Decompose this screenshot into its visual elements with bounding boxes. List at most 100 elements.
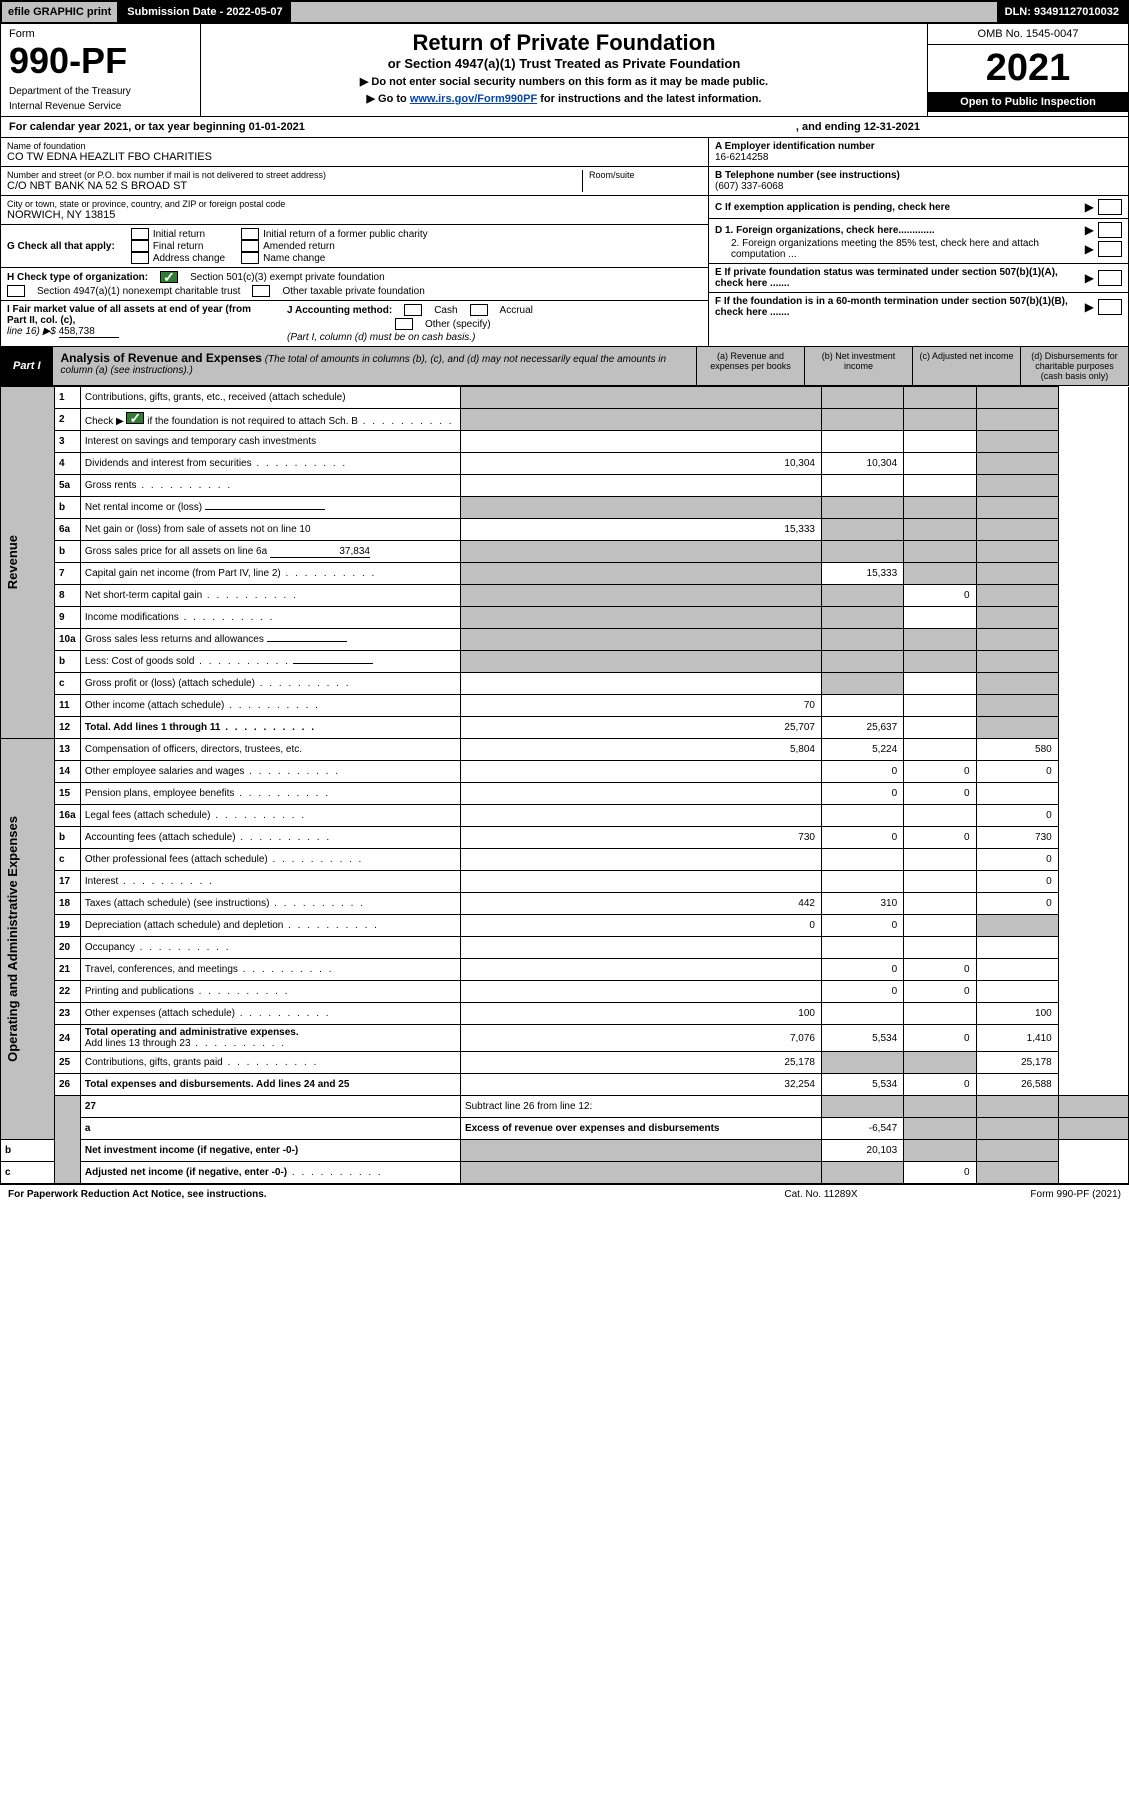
ck-f[interactable] — [1098, 299, 1122, 315]
part1-title: Analysis of Revenue and Expenses — [61, 351, 262, 365]
arrow-icon: ▶ — [1085, 271, 1094, 285]
irs-link[interactable]: www.irs.gov/Form990PF — [410, 93, 537, 105]
ck-4947[interactable] — [7, 285, 25, 297]
row-27c: c Adjusted net income (if negative, enter… — [1, 1162, 1129, 1184]
lineno: 8 — [55, 585, 81, 607]
h-cell: H Check type of organization: Section 50… — [1, 268, 708, 301]
ck-d2[interactable] — [1098, 241, 1122, 257]
row-6a: 6aNet gain or (loss) from sale of assets… — [1, 519, 1129, 541]
row-13: Operating and Administrative Expenses 13… — [1, 739, 1129, 761]
h-501c3: Section 501(c)(3) exempt private foundat… — [190, 272, 385, 283]
note-link: ▶ Go to www.irs.gov/Form990PF for instru… — [207, 92, 921, 105]
val: 0 — [904, 1025, 976, 1052]
desc: Net gain or (loss) from sale of assets n… — [80, 519, 460, 541]
lineno: 13 — [55, 739, 81, 761]
lineno: 24 — [55, 1025, 81, 1052]
desc: Total expenses and disbursements. Add li… — [80, 1074, 460, 1096]
desc: Depreciation (attach schedule) and deple… — [80, 915, 460, 937]
g-cell: G Check all that apply: Initial return F… — [1, 225, 708, 268]
footer: For Paperwork Reduction Act Notice, see … — [0, 1184, 1129, 1204]
val-4b: 10,304 — [821, 453, 903, 475]
f-label: F If the foundation is in a 60-month ter… — [715, 296, 1081, 318]
desc: Legal fees (attach schedule) — [80, 805, 460, 827]
part1-tag: Part I — [1, 347, 53, 385]
row-22: 22Printing and publications00 — [1, 981, 1129, 1003]
ck-final[interactable] — [131, 240, 149, 252]
row-5b: bNet rental income or (loss) — [1, 497, 1129, 519]
val: 5,804 — [460, 739, 821, 761]
ck-other-method[interactable] — [395, 318, 413, 330]
ck-cash[interactable] — [404, 304, 422, 316]
omb-number: OMB No. 1545-0047 — [928, 24, 1128, 45]
d-cell: D 1. Foreign organizations, check here..… — [709, 219, 1128, 264]
lineno: 9 — [55, 607, 81, 629]
row-14: 14Other employee salaries and wages000 — [1, 761, 1129, 783]
h-label: H Check type of organization: — [7, 272, 148, 283]
val: 26,588 — [976, 1074, 1058, 1096]
desc: Adjusted net income (if negative, enter … — [80, 1162, 460, 1184]
desc: Net rental income or (loss) — [80, 497, 460, 519]
a-label: A Employer identification number — [715, 141, 1122, 152]
ck-initial-former[interactable] — [241, 228, 259, 240]
val: 0 — [821, 981, 903, 1003]
ck-d1[interactable] — [1098, 222, 1122, 238]
topbar: efile GRAPHIC print Submission Date - 20… — [0, 0, 1129, 24]
header-center: Return of Private Foundation or Section … — [201, 24, 928, 116]
form-word: Form — [9, 28, 192, 40]
ck-accrual[interactable] — [470, 304, 488, 316]
row-10a: 10aGross sales less returns and allowanc… — [1, 629, 1129, 651]
row-1: Revenue 1Contributions, gifts, grants, e… — [1, 387, 1129, 409]
arrow-icon: ▶ — [1085, 200, 1094, 214]
f-cell: F If the foundation is in a 60-month ter… — [709, 293, 1128, 321]
desc: Occupancy — [80, 937, 460, 959]
lineno: b — [55, 651, 81, 673]
dept-treasury: Department of the Treasury — [9, 86, 192, 97]
row-20: 20Occupancy — [1, 937, 1129, 959]
ck-other-tax[interactable] — [252, 285, 270, 297]
val: 580 — [976, 739, 1058, 761]
row-3: 3Interest on savings and temporary cash … — [1, 431, 1129, 453]
ck-initial[interactable] — [131, 228, 149, 240]
desc: Net short-term capital gain — [80, 585, 460, 607]
cal-right: , and ending 12-31-2021 — [796, 121, 920, 133]
val: 0 — [904, 827, 976, 849]
ck-c[interactable] — [1098, 199, 1122, 215]
val-12a: 25,707 — [460, 717, 821, 739]
desc: Gross rents — [80, 475, 460, 497]
desc: Less: Cost of goods sold — [80, 651, 460, 673]
desc: Compensation of officers, directors, tru… — [80, 739, 460, 761]
val: 32,254 — [460, 1074, 821, 1096]
topbar-spacer — [291, 2, 997, 22]
ck-501c3[interactable] — [160, 271, 178, 283]
i-line: line 16) ▶$ — [7, 326, 56, 337]
efile-label[interactable]: efile GRAPHIC print — [2, 2, 119, 22]
ck-sch-b[interactable] — [126, 412, 144, 424]
val: 0 — [976, 849, 1058, 871]
val: 0 — [904, 1074, 976, 1096]
lineno: 15 — [55, 783, 81, 805]
row-19: 19Depreciation (attach schedule) and dep… — [1, 915, 1129, 937]
d1-label: D 1. Foreign organizations, check here..… — [715, 225, 1081, 236]
ck-addr-change[interactable] — [131, 252, 149, 264]
val-8c: 0 — [904, 585, 976, 607]
note2-post: for instructions and the latest informat… — [537, 93, 761, 105]
name-cell: Name of foundation CO TW EDNA HEAZLIT FB… — [1, 138, 708, 167]
ck-amended[interactable] — [241, 240, 259, 252]
desc: Contributions, gifts, grants, etc., rece… — [80, 387, 460, 409]
r2-post: if the foundation is not required to att… — [147, 416, 358, 427]
addr-cell: Number and street (or P.O. box number if… — [1, 167, 708, 196]
ck-name-change[interactable] — [241, 252, 259, 264]
desc: Other income (attach schedule) — [80, 695, 460, 717]
lineno: b — [55, 497, 81, 519]
desc: Gross sales less returns and allowances — [80, 629, 460, 651]
lineno: c — [1, 1162, 55, 1184]
val: 0 — [904, 981, 976, 1003]
row-15: 15Pension plans, employee benefits00 — [1, 783, 1129, 805]
val: 100 — [976, 1003, 1058, 1025]
desc: Printing and publications — [80, 981, 460, 1003]
g-amended: Amended return — [263, 241, 335, 252]
ck-e[interactable] — [1098, 270, 1122, 286]
j-other: Other (specify) — [425, 319, 491, 330]
arrow-icon: ▶ — [1085, 223, 1094, 237]
ij-cell: I Fair market value of all assets at end… — [1, 301, 708, 346]
